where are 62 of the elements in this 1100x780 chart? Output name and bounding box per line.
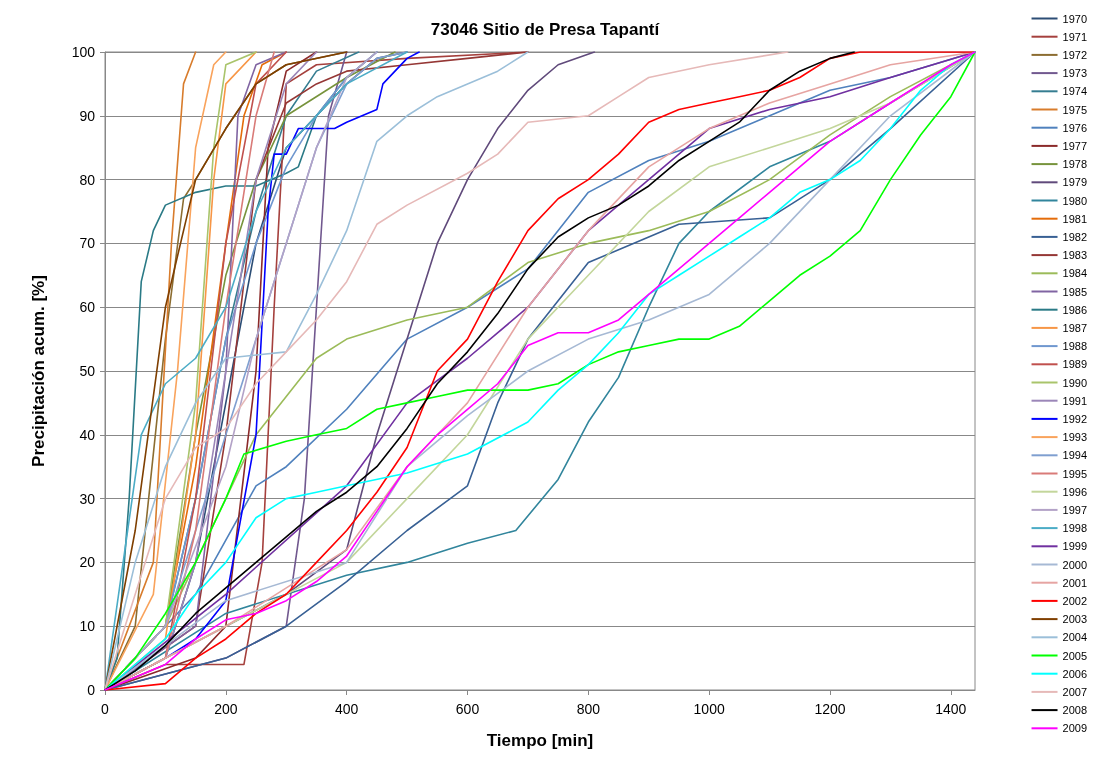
legend-label: 1998 <box>1062 522 1088 535</box>
legend-label: 1989 <box>1062 358 1088 371</box>
legend-label: 1987 <box>1062 321 1088 334</box>
x-tick-label: 600 <box>455 701 480 717</box>
y-tick-label: 70 <box>79 235 96 252</box>
legend-label: 2004 <box>1062 631 1088 644</box>
legend-label: 2000 <box>1062 558 1088 571</box>
y-tick-label: 10 <box>79 618 96 635</box>
y-tick-label: 50 <box>79 363 96 379</box>
legend-label: 1984 <box>1062 267 1088 280</box>
legend-label: 1982 <box>1062 230 1088 243</box>
y-tick-label: 0 <box>87 682 96 698</box>
legend-label: 1971 <box>1062 30 1088 43</box>
legend-label: 1970 <box>1062 12 1088 25</box>
legend-label: 1975 <box>1062 103 1088 116</box>
legend-label: 2009 <box>1062 722 1088 735</box>
legend-label: 2002 <box>1062 594 1088 607</box>
y-tick-label: 60 <box>79 299 96 316</box>
legend-label: 1995 <box>1062 467 1088 480</box>
x-tick-label: 800 <box>576 701 601 717</box>
y-tick-label: 80 <box>79 171 96 188</box>
y-tick-label: 20 <box>79 554 96 571</box>
y-axis-title: Precipitación acum. [%] <box>29 275 48 467</box>
legend-label: 1972 <box>1062 48 1088 61</box>
legend-label: 1986 <box>1062 303 1088 316</box>
legend-label: 1978 <box>1062 158 1088 171</box>
x-tick-label: 1400 <box>935 701 967 717</box>
legend-label: 1992 <box>1062 412 1088 425</box>
y-tick-label: 30 <box>79 490 96 507</box>
x-tick-label: 200 <box>214 701 238 717</box>
legend-label: 2001 <box>1062 576 1088 589</box>
y-tick-label: 100 <box>71 44 96 60</box>
legend-label: 1973 <box>1062 67 1088 80</box>
legend-label: 1994 <box>1062 449 1088 462</box>
legend-label: 1993 <box>1062 431 1088 444</box>
x-tick-label: 0 <box>101 701 110 717</box>
legend-label: 1981 <box>1062 212 1088 225</box>
y-tick-label: 90 <box>79 107 96 124</box>
legend-label: 1996 <box>1062 485 1088 498</box>
legend-label: 1977 <box>1062 139 1088 152</box>
legend-label: 2006 <box>1062 667 1088 680</box>
legend-label: 2005 <box>1062 649 1088 662</box>
y-tick-label: 40 <box>79 426 96 443</box>
x-tick-label: 1000 <box>693 701 725 717</box>
legend-label: 1980 <box>1062 194 1088 207</box>
legend-label: 2008 <box>1062 704 1088 717</box>
legend-label: 1990 <box>1062 376 1088 389</box>
legend-label: 1976 <box>1062 121 1088 134</box>
legend-label: 1988 <box>1062 340 1088 353</box>
chart-title: 73046 Sitio de Presa Tapantí <box>430 20 661 39</box>
x-tick-label: 1200 <box>814 701 846 717</box>
legend-label: 1985 <box>1062 285 1088 298</box>
legend-label: 1983 <box>1062 249 1088 262</box>
legend-label: 2003 <box>1062 613 1088 626</box>
legend-label: 1974 <box>1062 85 1088 98</box>
x-axis-title: Tiempo [min] <box>486 731 594 750</box>
legend-label: 1979 <box>1062 176 1088 189</box>
legend-label: 1997 <box>1062 503 1088 516</box>
legend-label: 1991 <box>1062 394 1088 407</box>
legend-label: 1999 <box>1062 540 1088 553</box>
legend-label: 2007 <box>1062 685 1088 698</box>
x-tick-label: 400 <box>334 701 359 717</box>
